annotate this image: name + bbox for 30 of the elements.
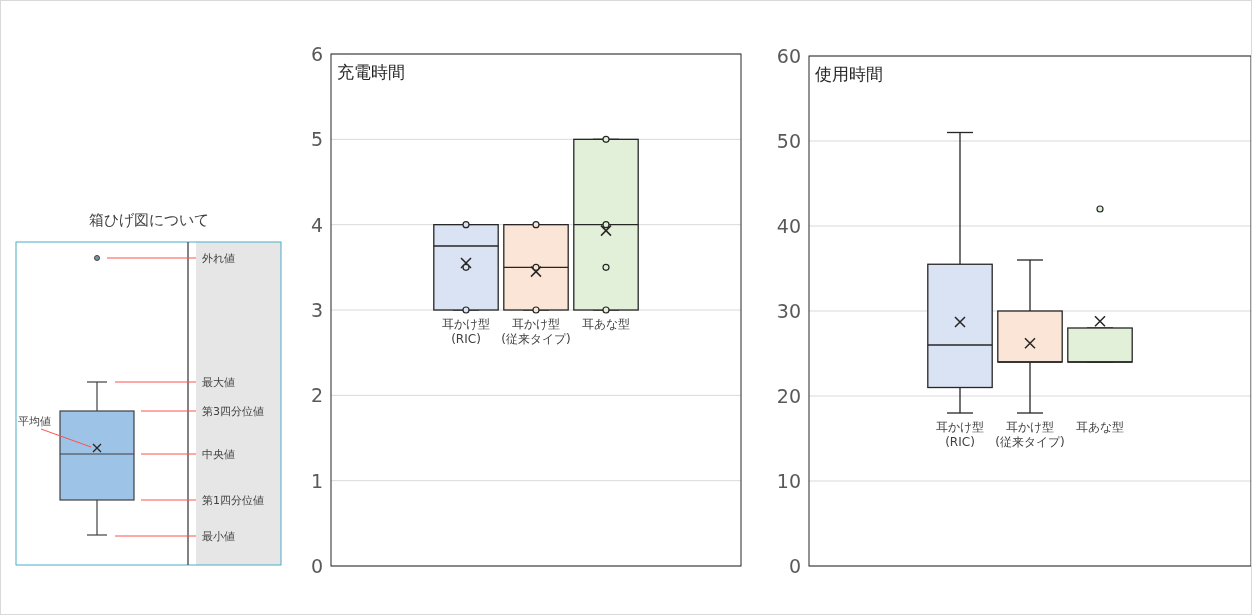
text: 外れ値: [202, 252, 235, 265]
y-tick-label: 60: [776, 45, 801, 67]
y-tick-label: 0: [310, 555, 323, 577]
text: 第1四分位値: [202, 494, 264, 507]
y-tick-label: 40: [776, 215, 801, 237]
text: 最大値: [202, 376, 235, 389]
x-tick-label: 耳あな型: [582, 317, 630, 331]
text: 中央値: [202, 448, 235, 461]
x-tick-label: 耳かけ型 (従来タイプ): [501, 317, 571, 346]
y-tick-label: 30: [776, 300, 801, 322]
text: 平均値: [18, 415, 51, 428]
y-tick-label: 6: [310, 43, 323, 65]
text: 箱ひげ図について: [89, 211, 209, 229]
x-tick-label: 耳かけ型 (従来タイプ): [995, 420, 1065, 449]
x-tick-label: 耳かけ型 (RIC): [936, 420, 984, 449]
y-tick-label: 20: [776, 385, 801, 407]
y-tick-label: 1: [310, 469, 323, 492]
y-tick-label: 5: [310, 128, 323, 151]
y-tick-label: 2: [310, 384, 323, 407]
y-tick-label: 10: [776, 470, 801, 492]
y-tick-label: 0: [788, 555, 801, 577]
x-tick-label: 耳かけ型 (RIC): [442, 317, 490, 346]
text: 使用時間: [815, 64, 883, 84]
text: 充電時間: [337, 62, 405, 82]
y-tick-label: 50: [776, 130, 801, 152]
text: 第3四分位値: [202, 405, 264, 418]
y-tick-label: 3: [310, 299, 323, 321]
y-tick-label: 4: [310, 213, 323, 236]
text: 最小値: [202, 530, 235, 543]
x-tick-label: 耳あな型: [1076, 420, 1124, 434]
